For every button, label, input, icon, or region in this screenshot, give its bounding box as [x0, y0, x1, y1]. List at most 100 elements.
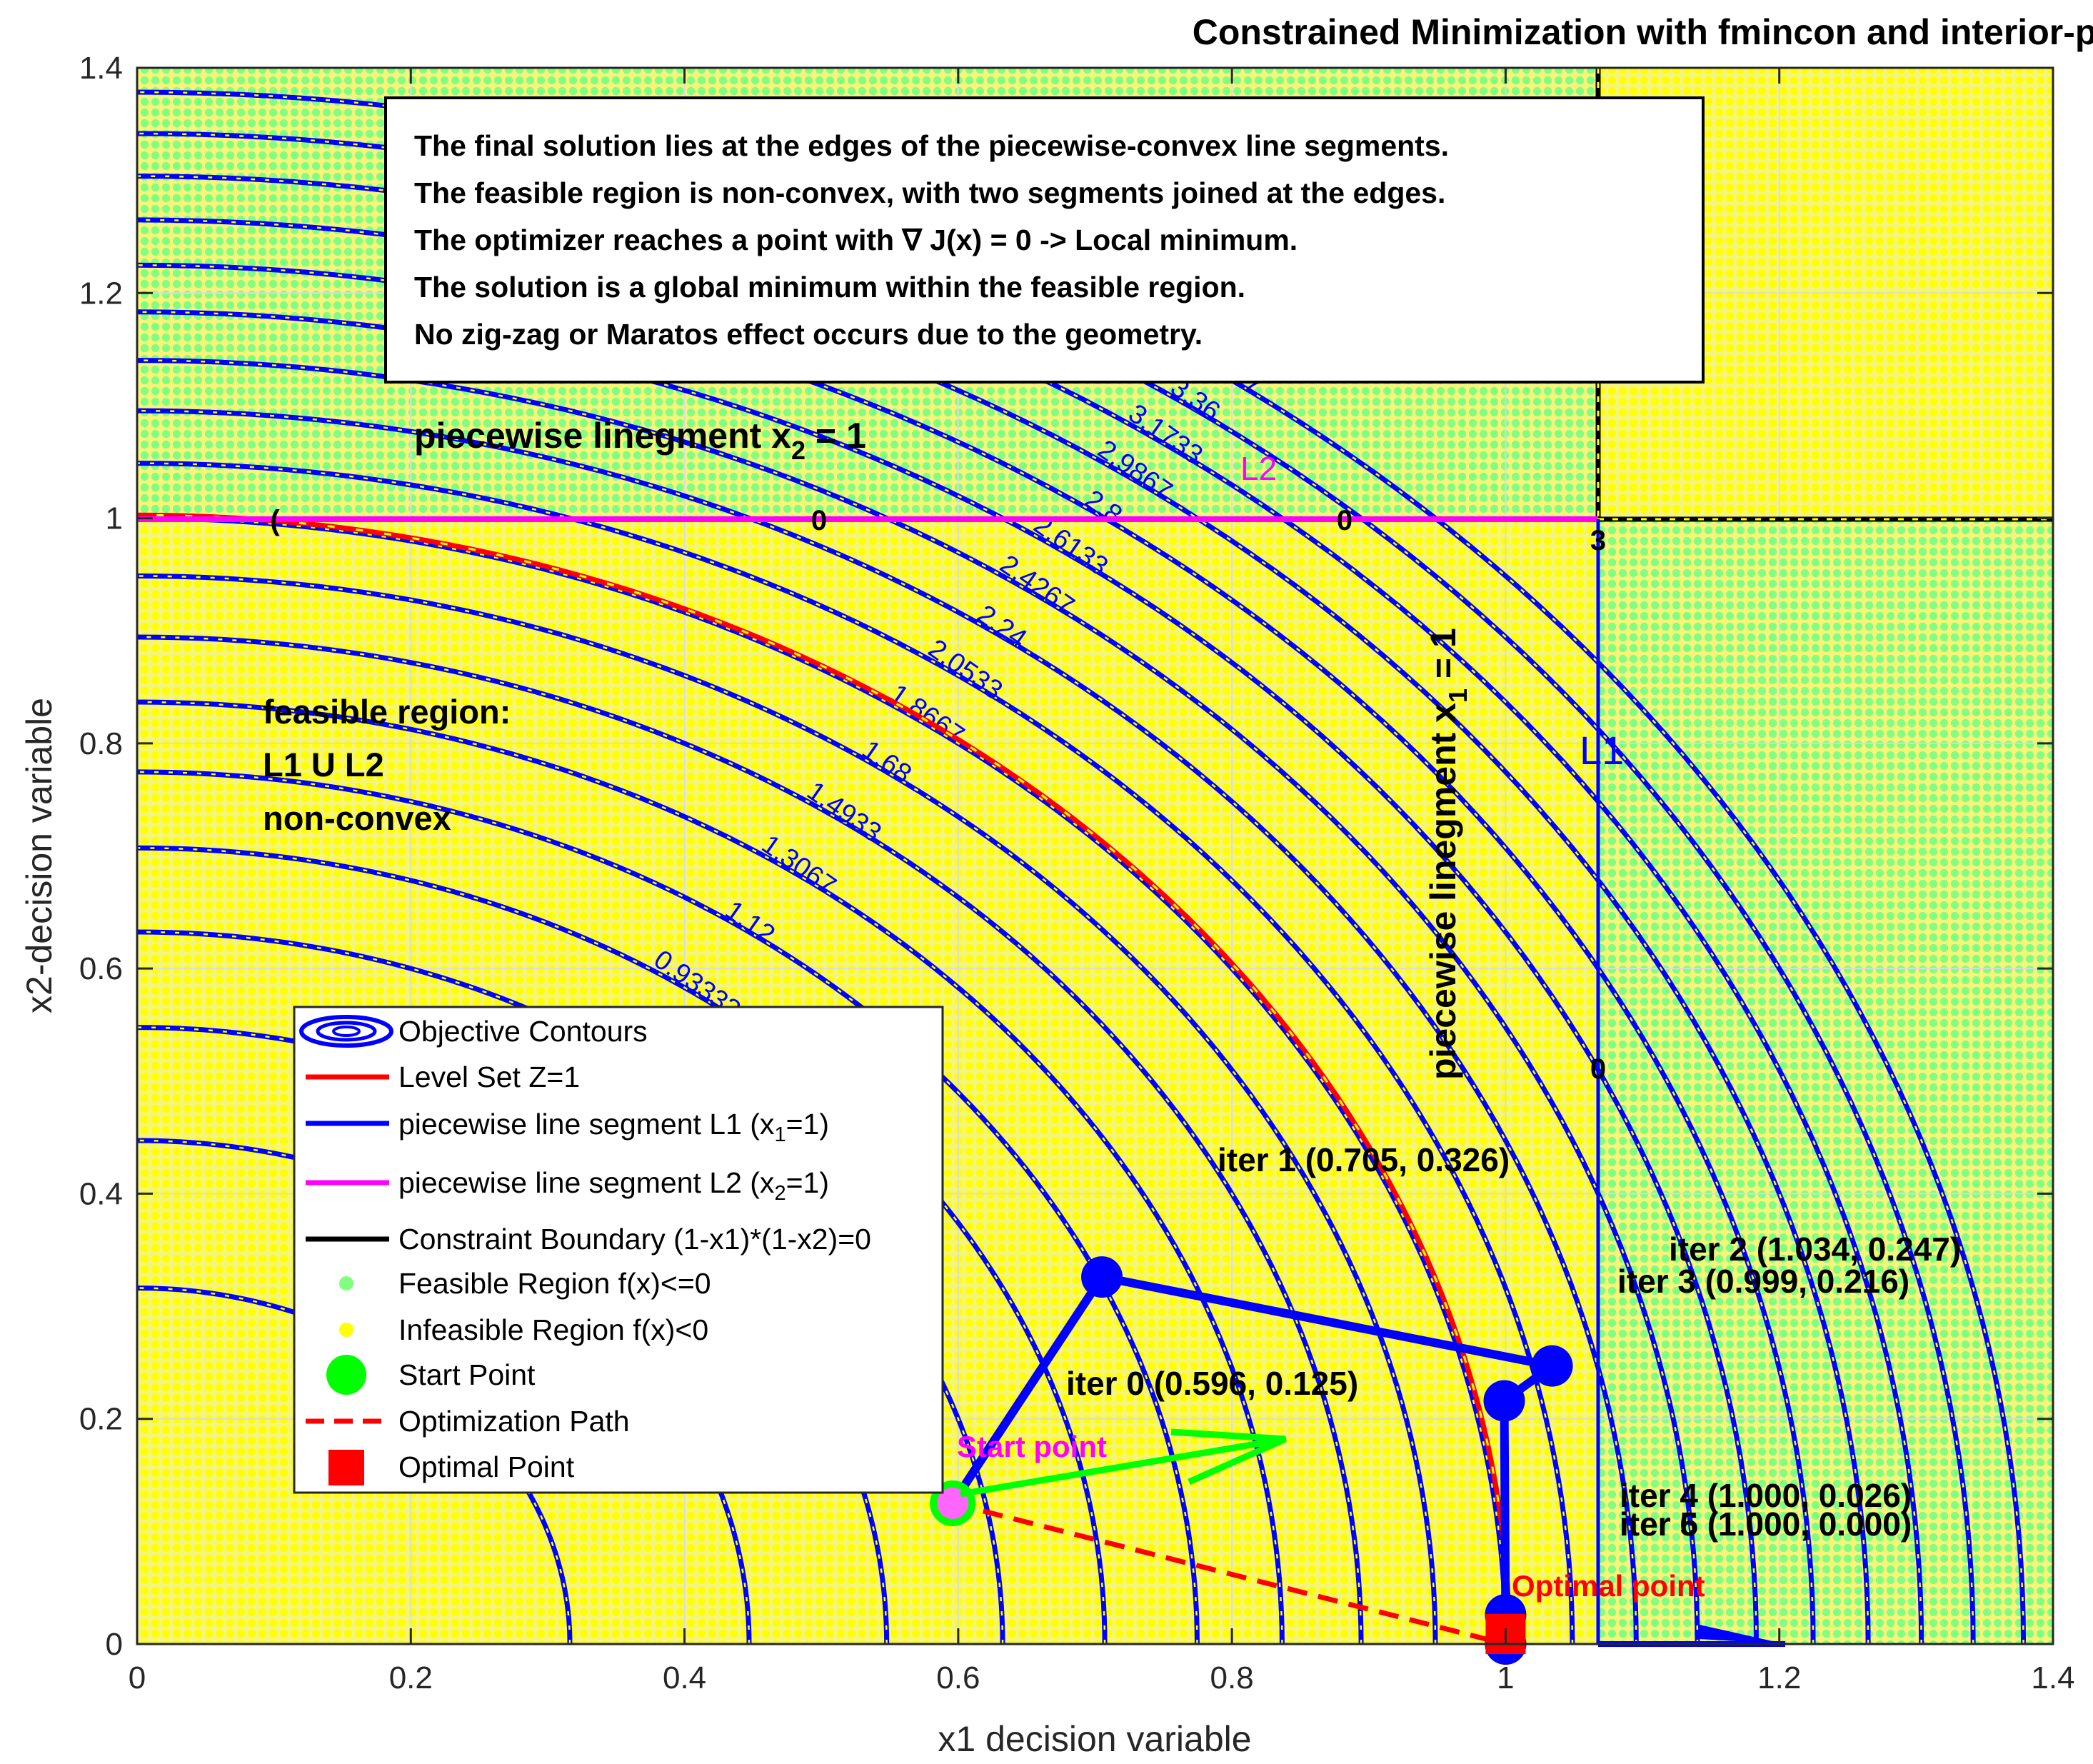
y-tick-label: 1.2: [79, 276, 123, 311]
y-tick-label: 0.8: [79, 726, 123, 761]
x-tick-label: 0: [129, 1660, 146, 1695]
y-tick-label: 0.2: [79, 1402, 123, 1437]
mark-l1-top: 3: [1590, 525, 1606, 556]
x-tick-label: 1.4: [2031, 1660, 2074, 1695]
legend-symbol-feasible: [339, 1276, 353, 1291]
legend-label-L2-sub: 2: [774, 1182, 785, 1205]
mark-l2-left: (: [270, 505, 280, 536]
contour-line: [137, 634, 1364, 1644]
mark-l2-right: 0: [1337, 505, 1352, 536]
annotation-segment-x1: piecewise linegment x1 = 1: [1423, 628, 1472, 1080]
y-tick-label: 0: [106, 1627, 123, 1662]
contour-line-dash: [137, 1139, 751, 1644]
chart-title: Constrained Minimization with fmincon an…: [1193, 12, 2093, 52]
legend-contour-mid: [316, 1021, 377, 1042]
annotation-line-3: The optimizer reaches a point with ∇ J(x…: [414, 224, 1298, 256]
legend-label-L2-tail: =1): [786, 1166, 829, 1199]
start-arrow-shaft: [960, 1435, 1286, 1498]
contour-line-dash: [137, 931, 1004, 1644]
legend-label-L1-sub: 1: [774, 1123, 785, 1146]
y-tick-labels: 0 0.2 0.4 0.6 0.8 1 1.2 1.4: [79, 51, 123, 1662]
annotation-line-1: The final solution lies at the edges of …: [414, 129, 1449, 162]
annotation-feasible-1: feasible region:: [263, 693, 511, 731]
annotation-optimal-point: Optimal point: [1512, 1569, 1705, 1603]
legend: Objective Contours Level Set Z=1 piecewi…: [293, 1006, 944, 1494]
legend-label-contours: Objective Contours: [398, 1015, 648, 1048]
annotation-segment-x2: piecewise linegment x2 = 1: [414, 416, 866, 465]
annotation-iter3: iter 3 (0.999, 0.216): [1617, 1263, 1909, 1300]
annotation-segment-x1-tail: = 1: [1423, 628, 1463, 688]
iterate-marker: [1483, 1380, 1525, 1422]
annotation-feasible-2: L1 U L2: [263, 746, 384, 783]
annotation-start-point: Start point: [957, 1430, 1107, 1463]
annotation-line-2: The feasible region is non-convex, with …: [414, 176, 1445, 209]
iterate-marker: [1531, 1345, 1573, 1387]
x-tick-label: 0.4: [663, 1660, 706, 1695]
annotation-box-frame: [384, 96, 1705, 384]
legend-label-path: Optimization Path: [398, 1405, 630, 1438]
annotation-L1: L1: [1580, 728, 1624, 773]
legend-symbol-infeasible: [339, 1323, 353, 1337]
x-tick-label: 1.2: [1757, 1660, 1801, 1695]
y-tick-label: 1.4: [79, 51, 123, 86]
x-tick-labels: 0 0.2 0.4 0.6 0.8 1 1.2 1.4: [129, 1660, 2075, 1695]
legend-label-L1: piecewise line segment L1 (x1=1): [398, 1108, 829, 1146]
y-tick-label: 0.4: [79, 1176, 123, 1211]
annotation-segment-x1-sub: 1: [1443, 688, 1472, 703]
annotation-feasible-3: non-convex: [263, 799, 451, 837]
annotation-iter1: iter 1 (0.705, 0.326): [1218, 1141, 1510, 1178]
feasible-region-right: [1598, 519, 2053, 1644]
annotation-segment-x2-tail: = 1: [805, 416, 866, 456]
contour-line-dash: [137, 575, 1437, 1644]
annotation-iter6: iter 6 (1.000, 0.000): [1620, 1505, 1912, 1543]
contour-line-dash: [137, 359, 1699, 1644]
annotation-line-5: No zig-zag or Maratos effect occurs due …: [414, 318, 1203, 351]
legend-label-start: Start Point: [398, 1358, 536, 1391]
annotation-iter4: iter 4 (1.000, 0.026): [1620, 1477, 1912, 1514]
legend-label-level-set: Level Set Z=1: [398, 1061, 580, 1093]
legend-label-L1-tail: =1): [786, 1108, 829, 1141]
legend-symbol-start: [326, 1355, 366, 1395]
annotation-segment-x2-main: piecewise linegment x: [414, 416, 791, 456]
legend-label-optimal: Optimal Point: [398, 1450, 575, 1483]
annotation-box: The final solution lies at the edges of …: [384, 96, 1705, 384]
annotation-iter2: iter 2 (1.034, 0.247): [1669, 1231, 1961, 1268]
y-tick-label: 0.6: [79, 951, 123, 986]
annotation-line-4: The solution is a global minimum within …: [414, 271, 1245, 304]
legend-contour-outer: [299, 1015, 393, 1048]
x-tick-label: 0.6: [936, 1660, 980, 1695]
x-tick-label: 1: [1497, 1660, 1514, 1695]
iterate-marker: [1081, 1256, 1123, 1298]
x-axis-label: x1 decision variable: [938, 1719, 1251, 1759]
mark-l2-mid: 0: [811, 505, 827, 536]
legend-contour-inner: [332, 1026, 361, 1037]
legend-label-infeasible: Infeasible Region f(x)<0: [398, 1313, 708, 1346]
start-arrow: [960, 1428, 1287, 1498]
tick-marks: [136, 66, 2054, 1645]
x-tick-label: 0.2: [389, 1660, 433, 1695]
x-tick-label: 0.8: [1210, 1660, 1254, 1695]
y-axis-label: x2-decision variable: [19, 698, 59, 1013]
legend-label-L2-main: piecewise line segment L2 (x: [398, 1166, 775, 1199]
mark-l1-mid: 0: [1590, 1053, 1606, 1085]
contour-line-dash: [137, 175, 1922, 1644]
segment-marks: ( 0 0 3 0: [270, 505, 1606, 1085]
final-step-arrowhead: [1700, 1625, 1785, 1644]
annotation-iter5: iter 5 (1.000, 0.000): [1620, 1505, 1912, 1543]
plot-frame: [136, 66, 2054, 1645]
contour-line: [137, 516, 1508, 1644]
contour-line-dash: [137, 771, 1198, 1644]
annotation-segment-x2-sub: 2: [791, 436, 805, 465]
contour-line-dash: [137, 701, 1283, 1644]
legend-label-boundary: Constraint Boundary (1-x1)*(1-x2)=0: [398, 1223, 871, 1256]
annotation-L2: L2: [1240, 450, 1277, 487]
legend-symbol-contours: [299, 1015, 393, 1048]
optimization-path: [952, 1500, 1507, 1647]
legend-frame: [293, 1006, 944, 1494]
contour-line-dash: [137, 409, 1637, 1644]
annotation-segment-x1-main: piecewise linegment x: [1423, 703, 1463, 1080]
annotation-iter0: iter 0 (0.596, 0.125): [1066, 1365, 1358, 1402]
y-tick-label: 1: [106, 501, 123, 536]
legend-label-feasible: Feasible Region f(x)<=0: [398, 1267, 711, 1300]
